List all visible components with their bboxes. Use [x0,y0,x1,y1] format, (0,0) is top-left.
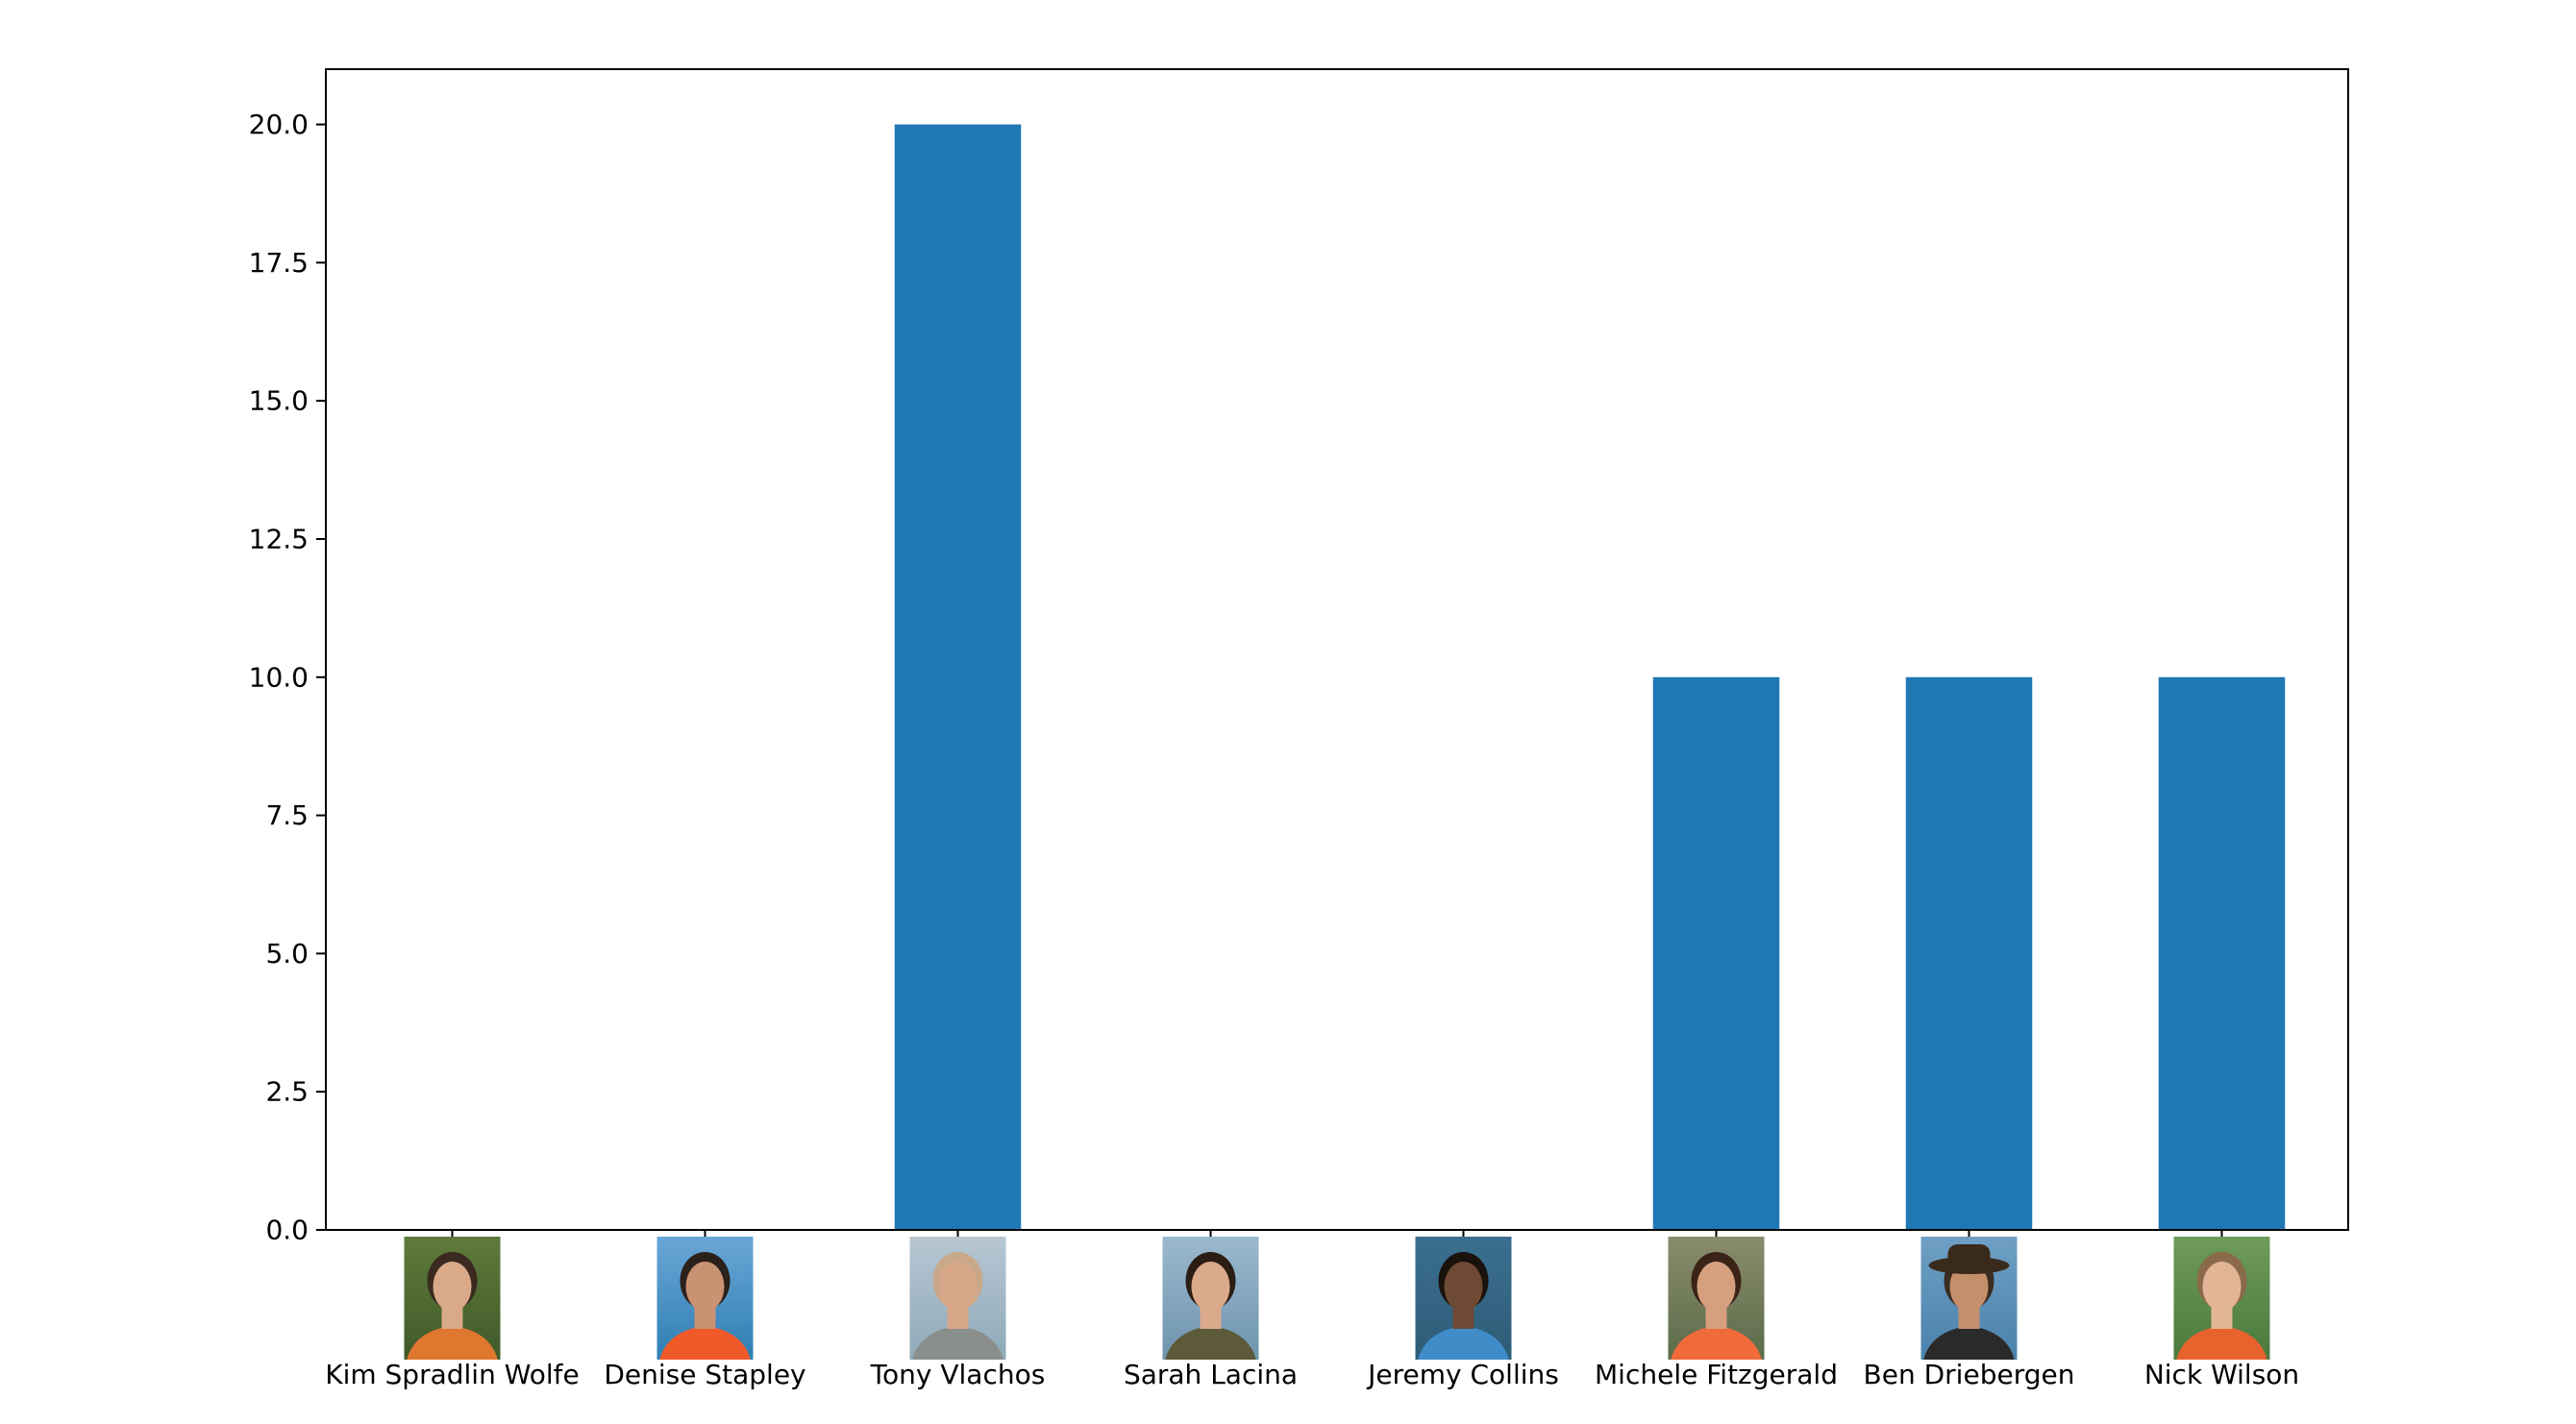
bar-nick-wilson [2158,676,2286,1230]
y-tick-label: 12.5 [249,523,309,554]
y-tick-label: 10.0 [249,661,309,693]
bar-michele-fitzgerald [1652,676,1780,1230]
portrait-kim-spradlin-wolfe-icon [404,1237,501,1360]
x-tick-label: Jeremy Collins [1366,1359,1559,1390]
portrait-tony-vlachos-icon [909,1237,1006,1360]
portrait-denise-stapley-icon [656,1237,754,1360]
x-tick-label: Denise Stapley [604,1359,805,1390]
portrait-jeremy-collins-icon [1415,1237,1512,1360]
y-tick-label: 2.5 [265,1076,309,1108]
x-tick-label: Michele Fitzgerald [1595,1359,1838,1390]
y-tick-label: 5.0 [265,938,309,970]
y-tick-label: 0.0 [265,1215,309,1246]
portrait-ben-driebergen-icon [1920,1237,2018,1360]
plot-frame [325,68,2349,1231]
portrait-michele-fitzgerald-icon [1668,1237,1765,1360]
x-tick-label: Kim Spradlin Wolfe [325,1359,580,1390]
x-axis: Kim Spradlin Wolfe Denise Stapley Tony Vla… [325,1230,2299,1390]
y-axis: 0.0 2.5 5.0 7.5 10.0 12.5 15.0 17.5 20.0 [249,109,326,1246]
bar-tony-vlachos [894,124,1022,1230]
y-tick-label: 15.0 [249,385,309,417]
portrait-sarah-lacina-icon [1162,1237,1259,1360]
y-tick-label: 7.5 [265,799,309,831]
y-tick-label: 17.5 [249,247,309,279]
x-tick-label: Tony Vlachos [870,1359,1046,1390]
bars-layer [894,124,2286,1230]
x-tick-label: Nick Wilson [2144,1359,2299,1390]
bar-ben-driebergen [1905,676,2033,1230]
x-tick-label: Ben Driebergen [1864,1359,2075,1390]
portrait-nick-wilson-icon [2173,1237,2270,1360]
x-tick-label: Sarah Lacina [1124,1359,1298,1390]
y-tick-label: 20.0 [249,109,309,140]
